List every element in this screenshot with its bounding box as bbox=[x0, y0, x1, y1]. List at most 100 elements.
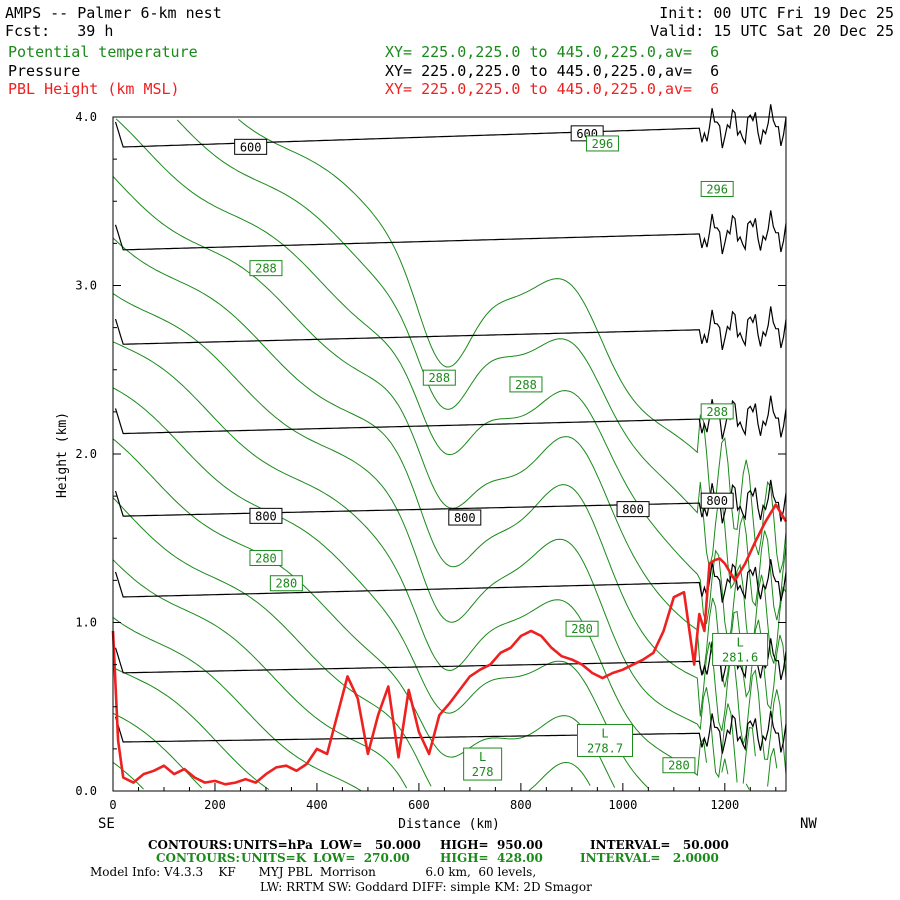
x-axis-label: Distance (km) bbox=[398, 817, 500, 832]
theta-contour-line bbox=[238, 119, 787, 574]
pressure-contour-label: 800 bbox=[706, 494, 728, 508]
theta-contour-line bbox=[112, 497, 591, 791]
field-potential-temperature: Potential temperature bbox=[8, 43, 198, 61]
axes: 0 200 400 600 800 1000 1200 0.0 1.0 2.0 3.0 4.0 bbox=[75, 110, 786, 812]
model-title: AMPS -- Palmer 6-km nest bbox=[5, 4, 222, 22]
theta-contour-line bbox=[112, 667, 270, 791]
theta-contour-label: 296 bbox=[706, 182, 728, 196]
pressure-contour-line bbox=[114, 479, 787, 524]
theta-contour-label: 288 bbox=[706, 405, 728, 419]
x-tick-label: 800 bbox=[510, 798, 532, 812]
y-tick-label: 0.0 bbox=[75, 784, 97, 798]
right-direction-label: NW bbox=[800, 816, 817, 832]
contour-label-box bbox=[448, 509, 482, 526]
init-time: Init: 00 UTC Fri 19 Dec 25 bbox=[659, 4, 894, 22]
y-tick-label: 3.0 bbox=[75, 279, 97, 293]
pressure-contour-line bbox=[114, 710, 787, 754]
low-marker-value: 281.6 bbox=[722, 650, 758, 664]
theta-contours-low: LOW= 270.00 bbox=[313, 851, 410, 865]
physics-info: LW: RRTM SW: Goddard DIFF: simple KM: 2D… bbox=[260, 880, 592, 894]
theta-contour-line bbox=[112, 176, 787, 711]
theta-contour-line bbox=[176, 119, 787, 621]
valid-time: Valid: 15 UTC Sat 20 Dec 25 bbox=[650, 22, 894, 40]
theta-contour-label: 288 bbox=[255, 262, 277, 276]
x-tick-label: 1200 bbox=[710, 798, 739, 812]
theta-contour-line bbox=[112, 237, 787, 775]
y-tick-label: 2.0 bbox=[75, 447, 97, 461]
theta-contours-high: HIGH= 428.00 bbox=[440, 851, 543, 865]
low-marker-box bbox=[577, 723, 634, 757]
theta-contour-line bbox=[112, 761, 144, 790]
pressure-contours-interval: INTERVAL= 50.000 bbox=[590, 838, 729, 852]
theta-contour-line bbox=[112, 438, 616, 788]
theta-contour-label: 296 bbox=[592, 137, 614, 151]
low-marker-value: 278 bbox=[472, 765, 494, 779]
field-pressure: Pressure bbox=[8, 62, 81, 80]
pressure-contour-label: 600 bbox=[240, 140, 262, 154]
low-marker-letter: L bbox=[601, 726, 608, 740]
theta-contours-interval: INTERVAL= 2.0000 bbox=[580, 851, 719, 865]
low-marker-letter: L bbox=[479, 750, 486, 764]
theta-contour-line bbox=[112, 616, 362, 792]
plot-frame bbox=[112, 116, 787, 792]
theta-contour-label: 280 bbox=[668, 759, 690, 773]
theta-contour-label: 280 bbox=[255, 551, 277, 565]
theta-contour-line bbox=[112, 293, 778, 787]
pressure-contour-line bbox=[114, 210, 787, 255]
xy-pbl-height: XY= 225.0,225.0 to 445.0,225.0,av= 6 bbox=[385, 80, 720, 98]
xy-pressure: XY= 225.0,225.0 to 445.0,225.0,av= 6 bbox=[385, 62, 720, 80]
low-marker-box bbox=[712, 632, 769, 666]
pressure-contour-line bbox=[114, 638, 787, 682]
theta-contour-label: 288 bbox=[515, 378, 537, 392]
y-tick-label: 4.0 bbox=[75, 110, 97, 124]
contour-label-box bbox=[585, 135, 619, 152]
pressure-contour-line bbox=[114, 306, 787, 351]
contour-label-box bbox=[616, 501, 650, 518]
pressure-contour-label: 800 bbox=[622, 503, 644, 517]
x-tick-label: 200 bbox=[204, 798, 226, 812]
contour-label-box bbox=[269, 575, 303, 592]
pbl-height-line bbox=[111, 503, 788, 786]
pressure-contours bbox=[114, 104, 787, 754]
field-pbl-height: PBL Height (km MSL) bbox=[8, 80, 180, 98]
pressure-contour-line bbox=[114, 104, 787, 149]
theta-contour-label: 288 bbox=[428, 371, 450, 385]
cross-section-chart: 600 600 800 800 800 800 296 296 288 288 288 288 280 2… bbox=[55, 104, 817, 832]
contour-label-box bbox=[700, 403, 734, 420]
pressure-contour-label: 800 bbox=[255, 509, 277, 523]
theta-contours-title: CONTOURS: bbox=[156, 851, 240, 865]
pressure-contours-low: LOW= 50.000 bbox=[320, 838, 421, 852]
theta-contours-units: UNITS=K bbox=[241, 851, 307, 865]
x-tick-label: 1000 bbox=[608, 798, 637, 812]
x-tick-label: 600 bbox=[408, 798, 430, 812]
xy-potential-temperature: XY= 225.0,225.0 to 445.0,225.0,av= 6 bbox=[385, 43, 720, 61]
pbl-height-series bbox=[111, 503, 788, 786]
contour-label-box bbox=[249, 260, 283, 277]
contour-label-box bbox=[249, 507, 283, 524]
contour-label-box bbox=[234, 138, 268, 155]
model-info: Model Info: V4.3.3 KF MYJ PBL Morrison 6… bbox=[90, 865, 537, 879]
contour-label-box bbox=[700, 492, 734, 509]
y-tick-label: 1.0 bbox=[75, 616, 97, 630]
pressure-contours-high: HIGH= 950.00 bbox=[440, 838, 543, 852]
low-marker-value: 278.7 bbox=[587, 741, 623, 755]
left-direction-label: SE bbox=[98, 816, 115, 832]
low-marker-letter: L bbox=[736, 635, 743, 649]
forecast-hour: Fcst: 39 h bbox=[5, 22, 114, 40]
contour-label-box bbox=[249, 549, 283, 566]
theta-contour-line bbox=[112, 712, 203, 789]
contour-label-box bbox=[700, 180, 734, 197]
pressure-contours-units: UNITS=hPa bbox=[233, 838, 313, 852]
pressure-contour-line bbox=[114, 559, 787, 603]
pressure-contour-line bbox=[114, 395, 787, 440]
contour-label-box bbox=[422, 369, 456, 386]
theta-contour-line bbox=[112, 341, 750, 790]
x-tick-label: 0 bbox=[109, 798, 116, 812]
theta-contours bbox=[112, 118, 787, 792]
x-tick-label: 400 bbox=[306, 798, 328, 812]
theta-contour-label: 280 bbox=[571, 622, 593, 636]
pressure-contours-title: CONTOURS: bbox=[148, 838, 232, 852]
contour-label-box bbox=[662, 757, 696, 774]
pressure-contour-label: 800 bbox=[454, 511, 476, 525]
